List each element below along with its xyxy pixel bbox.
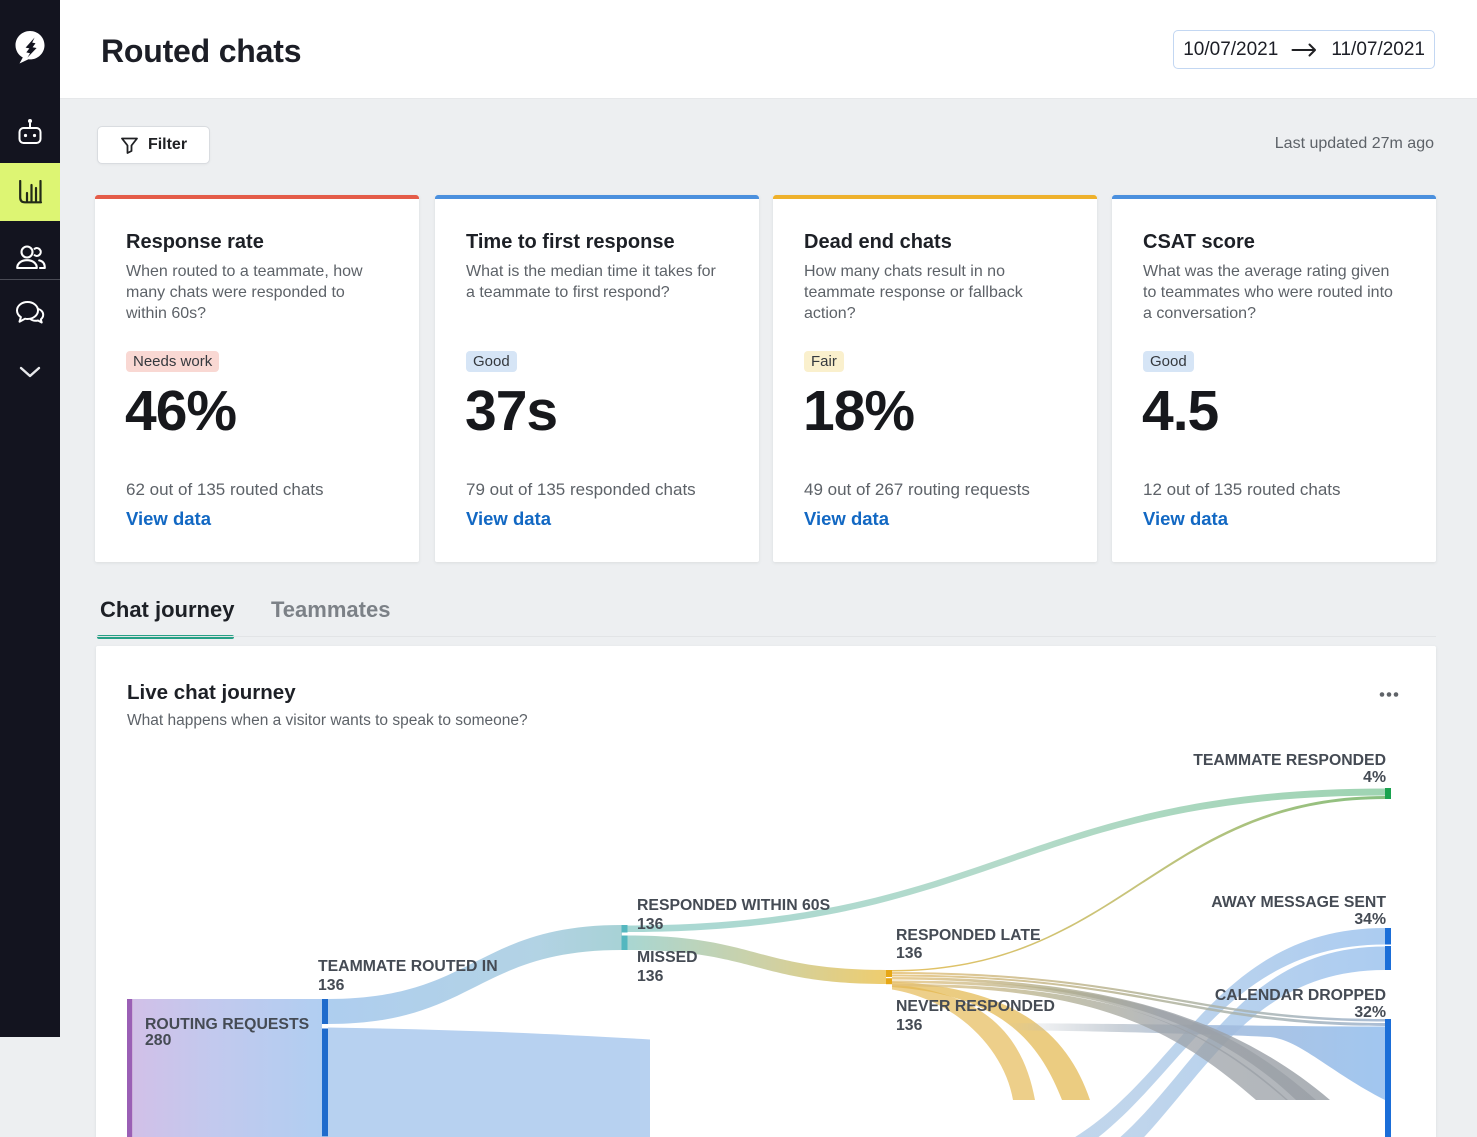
svg-text:CALENDAR DROPPED: CALENDAR DROPPED bbox=[1215, 987, 1386, 1004]
svg-text:ROUTING REQUESTS: ROUTING REQUESTS bbox=[145, 1016, 309, 1033]
svg-text:136: 136 bbox=[637, 968, 664, 985]
svg-text:4%: 4% bbox=[1363, 769, 1386, 786]
svg-text:136: 136 bbox=[896, 1017, 923, 1034]
svg-text:136: 136 bbox=[896, 945, 923, 962]
svg-text:280: 280 bbox=[145, 1032, 172, 1049]
svg-text:NEVER RESPONDED: NEVER RESPONDED bbox=[896, 998, 1055, 1015]
svg-text:TEAMMATE RESPONDED: TEAMMATE RESPONDED bbox=[1193, 752, 1386, 769]
svg-text:RESPONDED LATE: RESPONDED LATE bbox=[896, 927, 1041, 944]
svg-text:MISSED: MISSED bbox=[637, 949, 698, 966]
svg-text:RESPONDED WITHIN 60S: RESPONDED WITHIN 60S bbox=[637, 897, 830, 914]
svg-text:136: 136 bbox=[318, 977, 345, 994]
svg-text:32%: 32% bbox=[1354, 1004, 1386, 1021]
svg-text:TEAMMATE ROUTED IN: TEAMMATE ROUTED IN bbox=[318, 958, 498, 975]
svg-text:34%: 34% bbox=[1354, 911, 1386, 928]
svg-text:136: 136 bbox=[637, 916, 664, 933]
svg-text:AWAY MESSAGE SENT: AWAY MESSAGE SENT bbox=[1211, 894, 1386, 911]
